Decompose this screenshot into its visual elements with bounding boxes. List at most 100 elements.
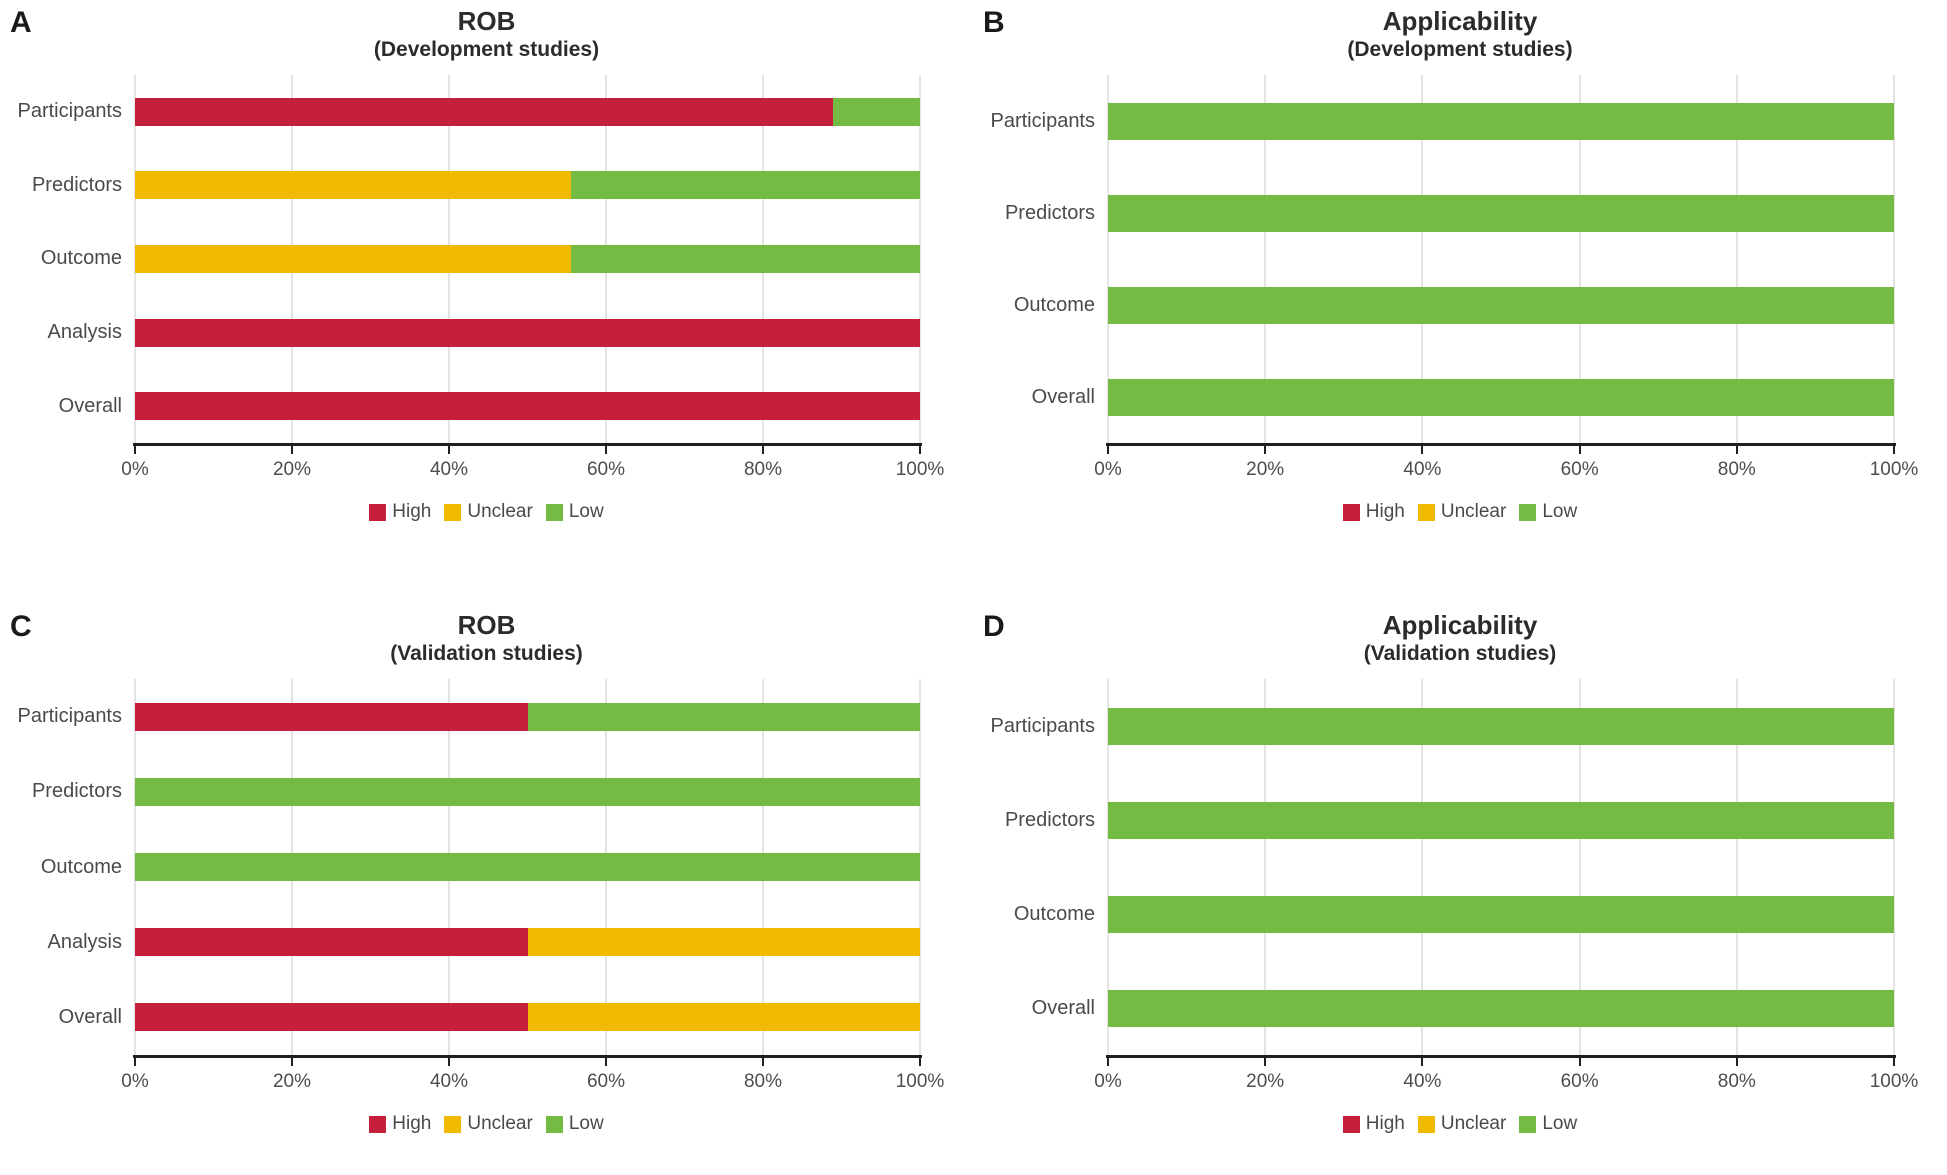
gridline <box>1107 75 1109 443</box>
stacked-bar <box>1108 895 1894 933</box>
x-axis-labels: 0% 20% 40% 60% 80% 100% <box>1094 1065 1918 1101</box>
panel-d-applicability-validation: D Applicability (Validation studies) Par… <box>973 560 1947 1175</box>
bar-segment-low <box>1108 801 1894 839</box>
gridline <box>1421 75 1424 443</box>
bar-segment-low <box>1108 194 1894 232</box>
panel-title: ROB <box>457 6 516 36</box>
stacked-bar <box>135 853 920 881</box>
bar-row <box>1108 351 1894 443</box>
bar-track-area <box>1106 679 1896 1066</box>
gridline <box>1893 75 1895 443</box>
x-tick-label: 100% <box>1869 1071 1919 1092</box>
bar-row <box>135 754 920 829</box>
bar-row <box>135 679 920 754</box>
category-label: Analysis <box>47 930 122 953</box>
legend-label: Unclear <box>467 501 533 522</box>
panel-subtitle: (Validation studies) <box>390 642 583 665</box>
stacked-bar <box>135 97 920 126</box>
legend-swatch-high <box>1342 503 1360 521</box>
x-axis-tick <box>1578 1058 1581 1066</box>
stacked-bar <box>135 171 920 200</box>
category-labels: Participants Predictors Outcome Overall <box>973 679 1108 1055</box>
category-label: Participants <box>17 705 123 728</box>
x-tick-label: 60% <box>1560 459 1599 480</box>
x-axis-line <box>1106 1055 1896 1058</box>
x-tick-label: 100% <box>1869 459 1919 480</box>
x-axis-tick <box>762 446 764 454</box>
legend-swatch-unclear <box>1417 503 1435 521</box>
stacked-bar <box>135 318 920 347</box>
bar-segment-low <box>1108 707 1894 745</box>
bar-segment-low <box>135 853 920 881</box>
bar-segment-unclear <box>527 928 920 957</box>
bar-segment-low <box>1108 102 1894 140</box>
gridline <box>1578 679 1581 1055</box>
stacked-bar <box>135 702 920 731</box>
stacked-bar <box>1108 194 1894 232</box>
legend: High Unclear Low <box>973 1113 1947 1135</box>
bar-segment-high <box>135 318 920 347</box>
bar-segment-high <box>135 392 920 421</box>
legend-item-low: Low <box>1519 501 1577 523</box>
gridline <box>1735 75 1738 443</box>
category-label: Overall <box>58 394 122 417</box>
x-axis-tick <box>134 1058 136 1066</box>
x-axis-tick <box>1893 1058 1895 1066</box>
bar-row <box>1108 961 1894 1055</box>
x-axis-tick <box>1421 1058 1424 1066</box>
x-tick-label: 80% <box>743 459 783 480</box>
legend-label: Low <box>568 1113 604 1134</box>
gridline <box>1264 75 1267 443</box>
legend: High Unclear Low <box>0 1113 973 1135</box>
x-axis-tick <box>1735 1058 1738 1066</box>
stacked-bar <box>135 392 920 421</box>
category-labels: Participants Predictors Outcome Overall <box>973 75 1108 443</box>
x-axis-tick <box>605 1058 607 1066</box>
x-axis-labels: 0% 20% 40% 60% 80% 100% <box>121 1065 944 1101</box>
x-axis-tick <box>919 446 921 454</box>
panel-subtitle: (Validation studies) <box>1363 642 1557 665</box>
legend-swatch-low <box>545 1115 563 1133</box>
x-tick-label: 0% <box>1094 459 1122 480</box>
gridline <box>1893 679 1895 1055</box>
bar-segment-low <box>135 777 920 806</box>
x-axis-tick <box>1107 1058 1109 1066</box>
plot-area: Participants Predictors Outcome Overall <box>973 679 1896 1066</box>
legend-swatch-high <box>369 1115 387 1133</box>
legend-swatch-high <box>369 503 387 521</box>
legend-item-unclear: Unclear <box>444 501 533 523</box>
x-tick-label: 80% <box>1717 1071 1756 1092</box>
legend-swatch-unclear <box>1417 1115 1435 1133</box>
x-axis-tick <box>1264 446 1267 454</box>
x-tick-label: 80% <box>1717 459 1756 480</box>
x-tick-label: 0% <box>1094 1071 1122 1092</box>
x-tick-label: 0% <box>121 1071 149 1092</box>
category-label: Outcome <box>40 247 122 270</box>
x-axis-tick <box>448 446 450 454</box>
bar-rows <box>1108 679 1894 1055</box>
legend-label: Low <box>1542 501 1578 522</box>
category-label: Overall <box>58 1005 122 1028</box>
legend-label: High <box>1365 501 1405 522</box>
legend-label: High <box>392 501 432 522</box>
x-axis-line <box>1106 443 1896 446</box>
gridline <box>1264 679 1267 1055</box>
category-label: Outcome <box>1013 902 1095 925</box>
bar-row <box>135 222 920 296</box>
x-axis-line <box>133 1055 922 1058</box>
legend-label: Low <box>1542 1113 1578 1134</box>
x-tick-label: 20% <box>272 1071 312 1092</box>
legend-item-unclear: Unclear <box>1417 501 1506 523</box>
bar-track-area <box>133 75 922 454</box>
category-label: Predictors <box>1004 808 1095 831</box>
bar-segment-unclear <box>135 244 572 273</box>
stacked-bar <box>1108 707 1894 745</box>
x-axis-tick <box>1578 446 1581 454</box>
legend-label: Unclear <box>467 1113 533 1134</box>
stacked-bar <box>135 777 920 806</box>
bar-rows <box>1108 75 1894 443</box>
category-label: Predictors <box>31 780 122 803</box>
x-axis-tick <box>1735 446 1738 454</box>
bar-track-area <box>1106 75 1896 454</box>
